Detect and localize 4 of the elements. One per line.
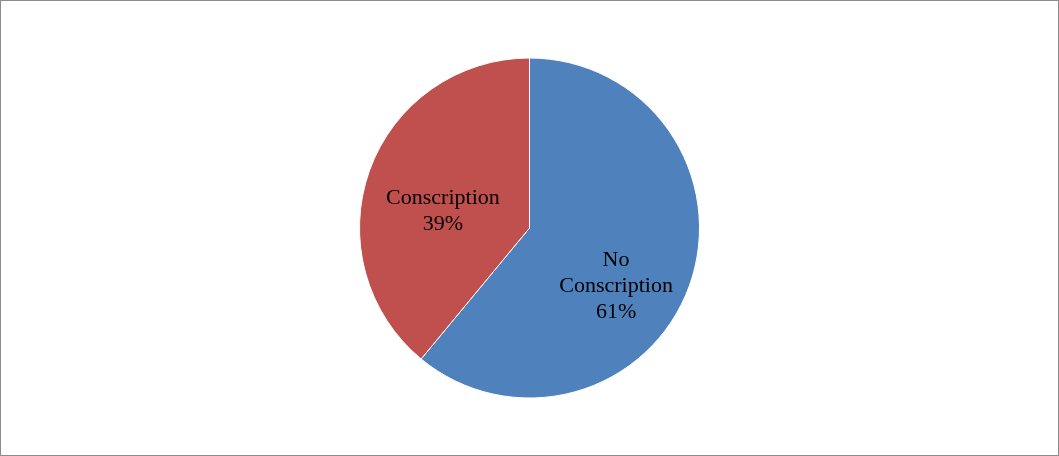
data-label: 39% — [422, 209, 464, 235]
slice-label: No Conscription — [559, 246, 673, 298]
slice-label: Conscription — [386, 183, 500, 209]
data-label: 61% — [595, 298, 637, 324]
